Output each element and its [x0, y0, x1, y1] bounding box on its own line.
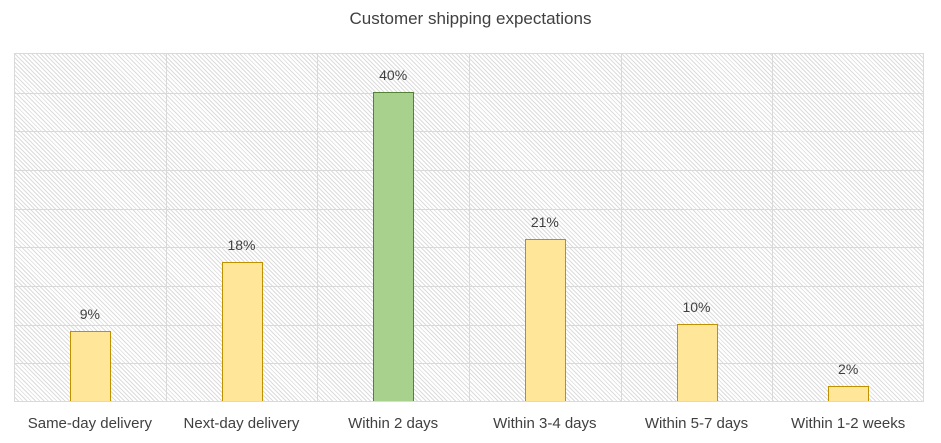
bar-same-day-delivery[interactable]	[69, 331, 111, 401]
vertical-gridline	[620, 54, 622, 401]
bar-next-day-delivery[interactable]	[221, 261, 263, 401]
vertical-gridline	[772, 54, 774, 401]
data-label: 9%	[79, 306, 100, 323]
data-label: 21%	[530, 213, 559, 230]
bar-within-5-7-days[interactable]	[676, 323, 718, 401]
vertical-gridline	[317, 54, 319, 401]
chart-title: Customer shipping expectations	[349, 9, 592, 28]
bar-within-1-2-weeks[interactable]	[828, 385, 870, 401]
data-label: 2%	[838, 360, 859, 377]
x-axis-label: Next-day delivery	[183, 415, 300, 432]
x-axis-label: Within 5-7 days	[644, 415, 749, 432]
x-axis-label: Within 1-2 weeks	[791, 415, 906, 432]
x-axis-label: Within 2 days	[348, 415, 439, 432]
data-label: 40%	[379, 66, 408, 83]
vertical-gridline	[165, 54, 167, 401]
x-axis-label: Within 3-4 days	[493, 415, 597, 432]
bar-within-2-days[interactable]	[373, 91, 415, 401]
data-label: 10%	[682, 298, 711, 315]
plot-area	[14, 53, 924, 402]
data-label: 18%	[227, 236, 256, 253]
x-axis-label: Same-day delivery	[27, 415, 152, 432]
bar-within-3-4-days[interactable]	[524, 238, 566, 401]
vertical-gridline	[469, 54, 470, 401]
